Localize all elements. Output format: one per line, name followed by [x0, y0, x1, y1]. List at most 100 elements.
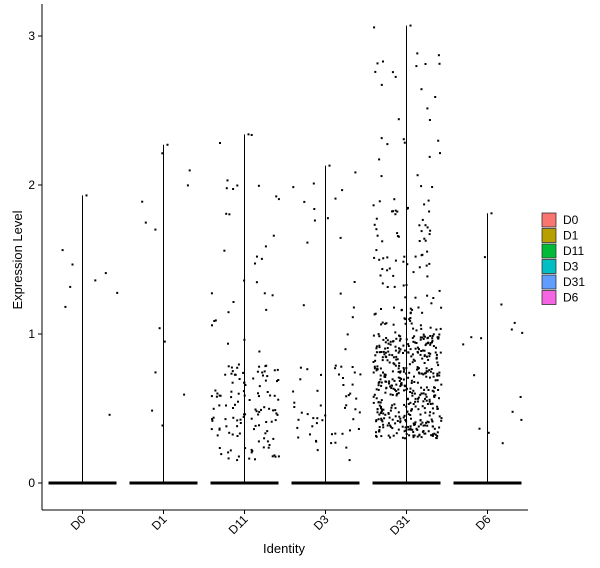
point-D31: [395, 432, 398, 435]
point-D6: [487, 431, 490, 434]
point-D31: [435, 328, 438, 331]
point-D31: [380, 308, 382, 310]
point-D31: [386, 359, 389, 362]
point-D31: [407, 413, 410, 416]
point-D31: [403, 403, 406, 406]
point-D11: [236, 184, 239, 187]
point-D31: [421, 430, 424, 433]
point-D31: [419, 324, 422, 327]
point-D3: [339, 292, 342, 295]
point-D31: [433, 427, 436, 430]
point-D3: [342, 384, 345, 386]
point-D31: [399, 421, 402, 424]
point-D11: [224, 373, 227, 376]
max-point-D3: [328, 164, 331, 167]
point-D31: [377, 384, 380, 387]
point-D1: [144, 221, 147, 224]
point-D0: [64, 305, 67, 308]
point-D3: [312, 417, 315, 420]
point-D31: [431, 389, 434, 392]
point-D31: [396, 358, 399, 361]
point-D31: [421, 336, 424, 339]
point-D31: [431, 434, 434, 437]
point-D31: [423, 349, 426, 352]
point-D11: [272, 234, 275, 237]
point-D3: [316, 389, 319, 392]
point-D31: [424, 372, 427, 375]
point-D6: [519, 396, 522, 398]
point-D11: [214, 319, 217, 322]
point-D31: [434, 379, 437, 382]
point-D3: [359, 373, 362, 376]
point-D11: [227, 457, 230, 460]
point-D11: [252, 377, 255, 380]
point-D3: [313, 219, 316, 222]
legend-label-D0: D0: [563, 213, 579, 227]
point-D31: [409, 401, 412, 404]
point-D31: [388, 416, 391, 419]
point-D31: [382, 423, 385, 426]
point-D6: [500, 303, 503, 306]
point-D3: [354, 408, 357, 411]
point-D11: [260, 408, 262, 411]
point-D11: [255, 410, 258, 413]
point-D31: [416, 346, 419, 349]
point-D31: [428, 398, 431, 401]
point-D31: [396, 420, 399, 422]
point-D11: [275, 412, 278, 415]
legend-swatch-D31: [541, 274, 557, 290]
point-D31: [399, 371, 401, 374]
point-D31: [426, 370, 429, 373]
point-D31: [389, 340, 392, 343]
point-D31: [409, 387, 412, 390]
point-D31: [375, 217, 378, 220]
point-D3: [341, 432, 344, 435]
point-D31: [394, 388, 396, 391]
point-D31: [378, 346, 381, 349]
point-D31: [422, 424, 425, 427]
point-D11: [261, 371, 264, 374]
point-D31: [425, 386, 428, 389]
point-D31: [429, 411, 432, 414]
point-D3: [292, 186, 295, 189]
point-D31: [378, 158, 381, 161]
point-D31: [418, 434, 421, 437]
point-D11: [232, 188, 235, 190]
point-D31: [394, 259, 397, 262]
point-D31: [385, 322, 388, 325]
point-D31: [395, 394, 398, 397]
point-D11: [250, 451, 253, 454]
point-D31: [386, 269, 389, 272]
x-tick-label-D0: D0: [68, 512, 89, 533]
point-D3: [309, 433, 311, 436]
point-D31: [375, 347, 378, 350]
point-D31: [398, 350, 401, 353]
point-D31: [420, 230, 423, 233]
point-D31: [402, 378, 405, 381]
point-D31: [378, 426, 381, 428]
point-D31: [438, 397, 440, 400]
point-D31: [388, 380, 391, 383]
legend-label-D3: D3: [563, 260, 579, 274]
point-D31: [399, 417, 402, 420]
max-point-D6: [490, 212, 493, 215]
point-D3: [345, 395, 348, 398]
point-D6: [483, 256, 486, 259]
point-D11: [237, 455, 240, 458]
point-D31: [413, 335, 416, 338]
point-D31: [436, 405, 439, 408]
point-D11: [253, 428, 255, 431]
y-tick-label-2: 2: [28, 178, 35, 192]
point-D11: [230, 390, 233, 393]
point-D31: [380, 410, 383, 413]
point-D31: [414, 347, 417, 350]
point-D31: [423, 203, 426, 206]
point-D31: [384, 351, 387, 354]
point-D31: [412, 327, 415, 330]
point-D31: [426, 226, 429, 229]
point-D31: [386, 256, 389, 259]
point-D31: [424, 411, 427, 414]
point-D31: [375, 369, 378, 372]
point-D11: [274, 455, 277, 458]
point-D3: [352, 418, 355, 421]
